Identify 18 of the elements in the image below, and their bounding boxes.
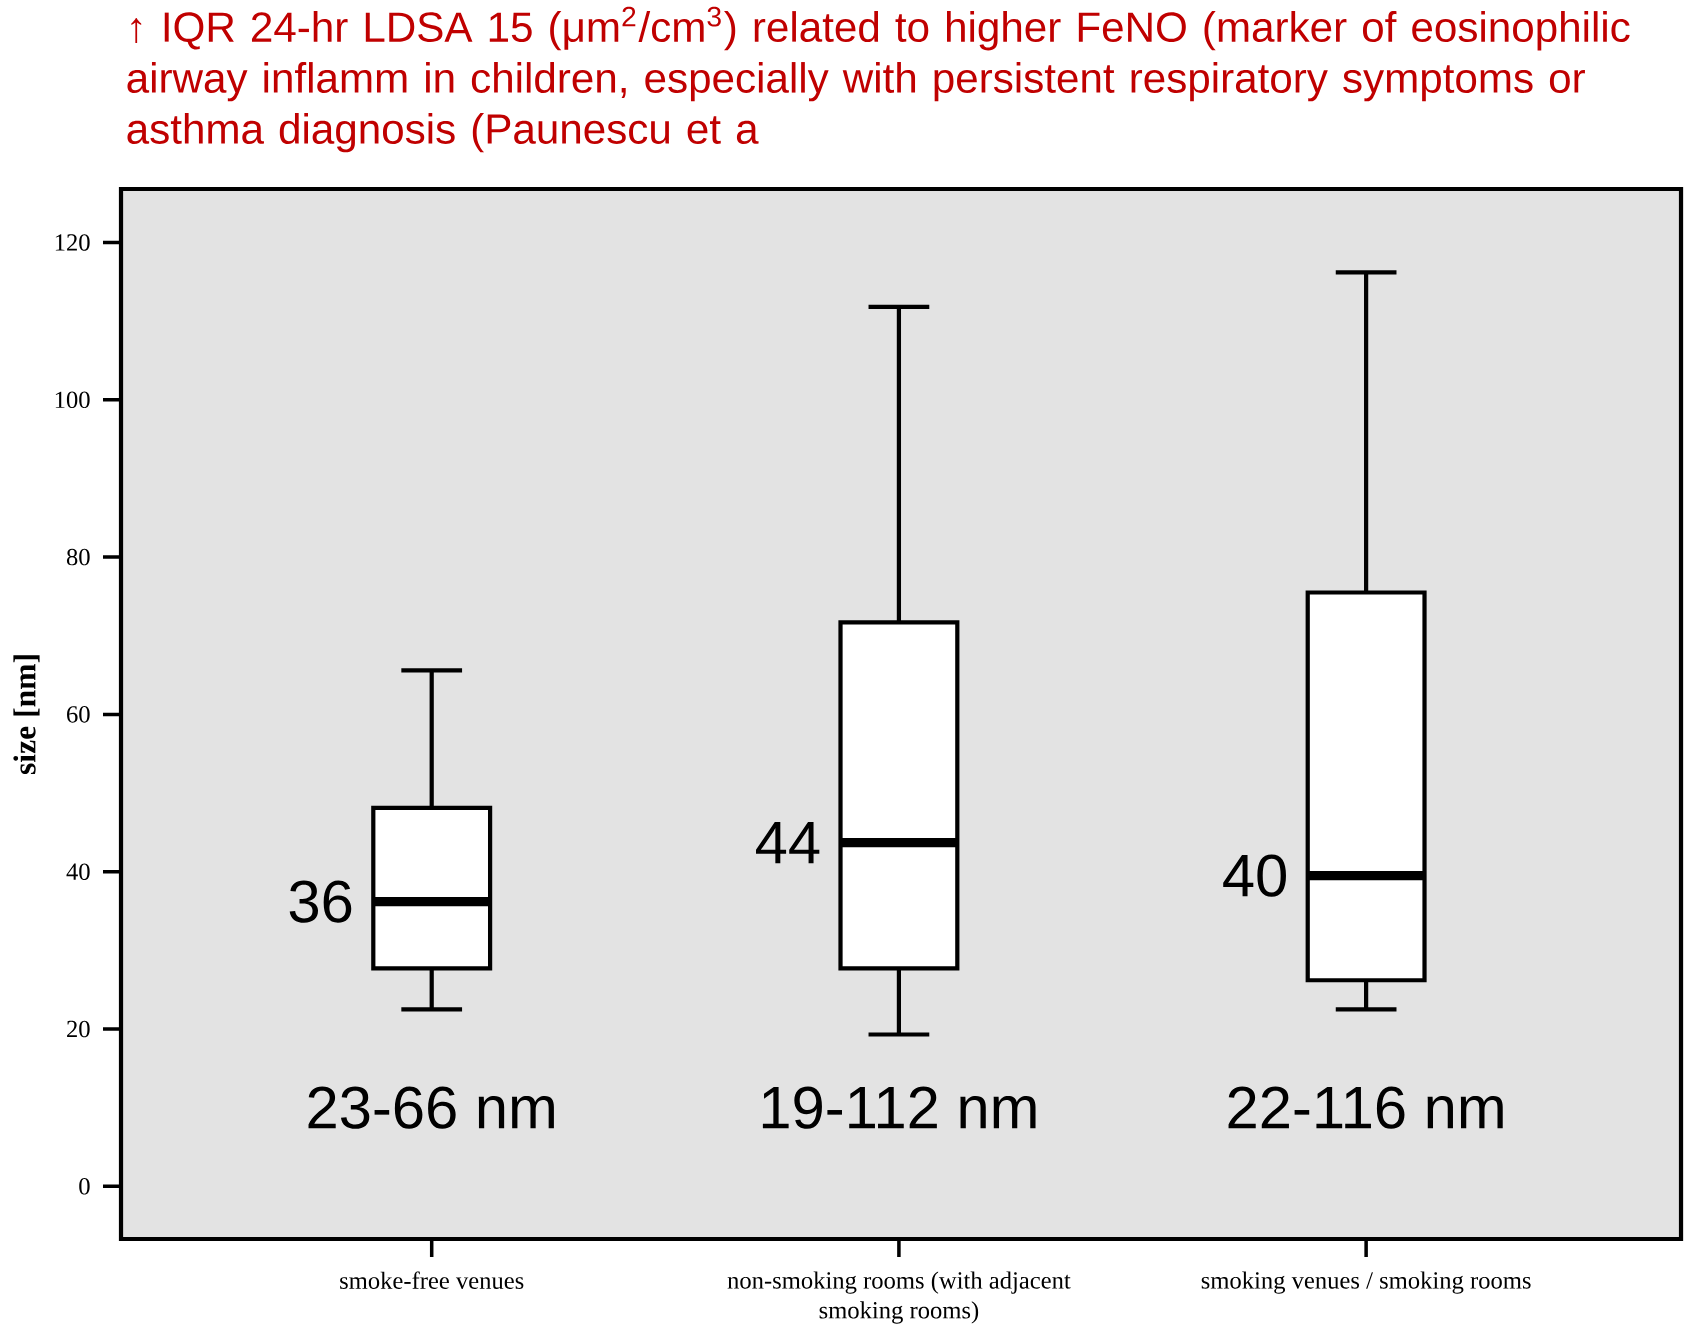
text: ↑ IQR 24-hr LDSA 15 (μm$^{2}$/cm$^{3}$) related to higher FeNO (marker of eosinophilic airway inflamm in children, especially with persistent respiratory symptoms or asthma diagnosis (Paunescu et a [127, 6, 1630, 153]
y-tick-label: 40 [66, 863, 90, 880]
y-tick-label: 100 [55, 391, 90, 409]
y-tick-label: 120 [55, 234, 90, 251]
annotation: 22-116 nm [1228, 1086, 1503, 1129]
annotation: 36 [289, 880, 352, 923]
y-tick-label: 20 [67, 1020, 90, 1038]
annotation: 44 [756, 822, 820, 864]
y-tick-label: 0 [79, 1177, 90, 1195]
x-tick-label: smoke-free venues [340, 1271, 524, 1289]
annotation: 40 [1223, 854, 1286, 897]
y-tick-label: 60 [67, 706, 90, 723]
annotation: 23-66 nm [308, 1086, 554, 1129]
x-tick-label: smoking venues / smoking rooms [1201, 1271, 1531, 1294]
annotation: 19-112 nm [762, 1086, 1036, 1129]
y-axis-title: size [nm] [13, 655, 40, 775]
y-tick-label: 80 [66, 548, 90, 566]
x-tick-label: non-smoking rooms (with adjacent smoking rooms) [727, 1271, 1071, 1324]
